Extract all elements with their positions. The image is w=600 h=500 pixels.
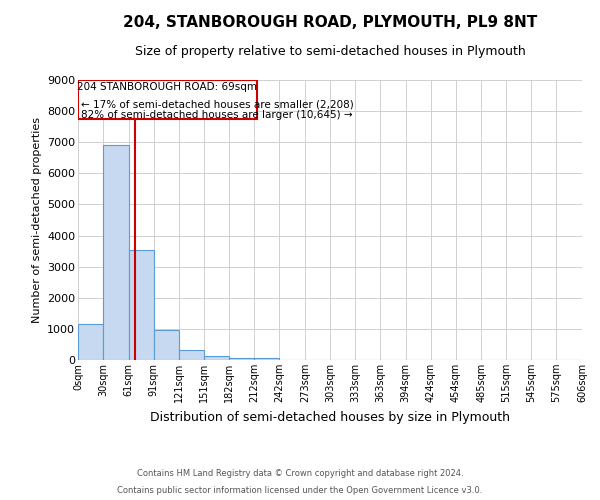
Text: Contains public sector information licensed under the Open Government Licence v3: Contains public sector information licen…: [118, 486, 482, 495]
Bar: [154, 330, 179, 360]
Bar: [254, 358, 279, 360]
Bar: [78, 324, 103, 360]
Bar: [203, 356, 229, 360]
Text: 204, STANBOROUGH ROAD, PLYMOUTH, PL9 8NT: 204, STANBOROUGH ROAD, PLYMOUTH, PL9 8NT: [123, 15, 537, 30]
Text: Size of property relative to semi-detached houses in Plymouth: Size of property relative to semi-detach…: [134, 45, 526, 58]
Y-axis label: Number of semi-detached properties: Number of semi-detached properties: [32, 117, 41, 323]
Bar: [129, 250, 154, 360]
Text: Contains HM Land Registry data © Crown copyright and database right 2024.: Contains HM Land Registry data © Crown c…: [137, 468, 463, 477]
Text: ← 17% of semi-detached houses are smaller (2,208): ← 17% of semi-detached houses are smalle…: [82, 100, 354, 110]
Text: 82% of semi-detached houses are larger (10,645) →: 82% of semi-detached houses are larger (…: [82, 110, 353, 120]
Bar: [229, 358, 254, 360]
Bar: [179, 350, 203, 360]
Bar: [78, 80, 257, 119]
Text: 204 STANBOROUGH ROAD: 69sqm: 204 STANBOROUGH ROAD: 69sqm: [77, 82, 257, 92]
X-axis label: Distribution of semi-detached houses by size in Plymouth: Distribution of semi-detached houses by …: [150, 410, 510, 424]
Bar: [103, 146, 129, 360]
